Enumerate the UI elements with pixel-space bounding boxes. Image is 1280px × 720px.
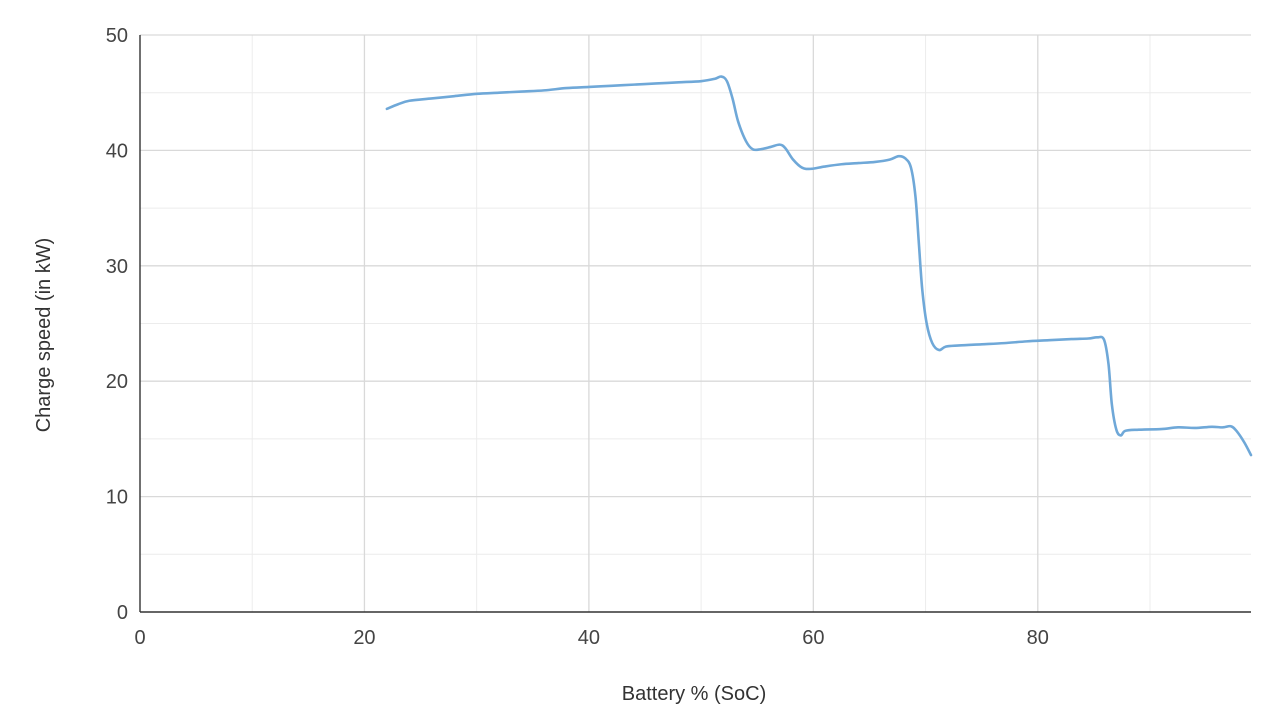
y-tick-label: 0 <box>117 602 128 624</box>
x-tick-label: 40 <box>578 627 600 649</box>
x-axis-title: Battery % (SoC) <box>622 683 766 705</box>
y-tick-label: 30 <box>106 256 128 278</box>
x-tick-label: 80 <box>1027 627 1049 649</box>
x-tick-label: 0 <box>134 627 145 649</box>
series-layer <box>385 75 1253 457</box>
x-tick-label: 20 <box>353 627 375 649</box>
y-tick-label: 50 <box>106 25 128 47</box>
x-tick-label: 60 <box>802 627 824 649</box>
axis-layer <box>139 35 1251 613</box>
grid-layer <box>140 34 1251 612</box>
y-axis-title: Charge speed (in kW) <box>33 238 55 433</box>
y-tick-label: 40 <box>106 140 128 162</box>
label-layer: 0 20 40 60 80 0 10 20 30 40 50 <box>106 25 1049 649</box>
y-tick-label: 20 <box>106 371 128 393</box>
series-line-0 <box>385 75 1253 457</box>
y-tick-label: 10 <box>106 487 128 509</box>
